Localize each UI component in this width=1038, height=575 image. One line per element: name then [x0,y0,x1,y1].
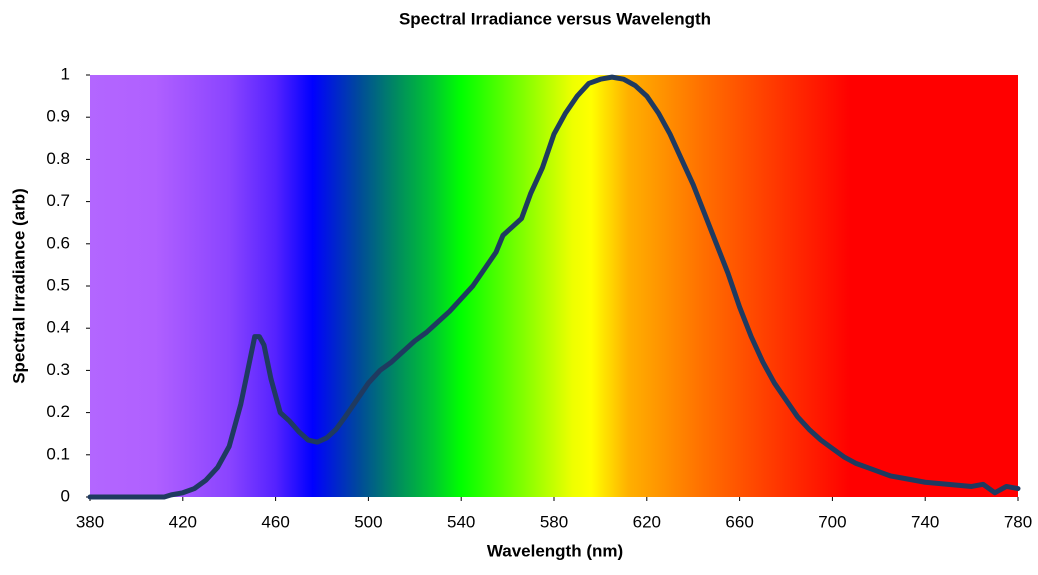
x-tick-label: 580 [540,512,568,531]
y-tick-label: 0.8 [46,149,70,168]
y-tick-label: 1 [61,64,70,83]
x-tick-label: 700 [818,512,846,531]
x-tick-label: 500 [354,512,382,531]
x-tick-label: 660 [725,512,753,531]
y-tick-label: 0.9 [46,107,70,126]
y-tick-label: 0.3 [46,360,70,379]
x-tick-label: 380 [76,512,104,531]
x-tick-label: 780 [1004,512,1032,531]
spectrum-background [90,75,1018,497]
y-tick-label: 0 [61,486,70,505]
x-tick-label: 420 [169,512,197,531]
y-tick-label: 0.6 [46,233,70,252]
x-axis-label: Wavelength (nm) [487,541,623,560]
y-tick-label: 0.2 [46,402,70,421]
data-line [87,74,1021,500]
x-tick-label: 540 [447,512,475,531]
x-tick-label: 740 [911,512,939,531]
x-tick-label: 620 [633,512,661,531]
y-tick-label: 0.4 [46,318,70,337]
chart-title: Spectral Irradiance versus Wavelength [399,9,711,28]
y-tick-label: 0.1 [46,444,70,463]
y-axis-label: Spectral Irradiance (arb) [9,188,28,384]
y-tick-label: 0.7 [46,191,70,210]
x-tick-label: 460 [261,512,289,531]
y-tick-label: 0.5 [46,275,70,294]
